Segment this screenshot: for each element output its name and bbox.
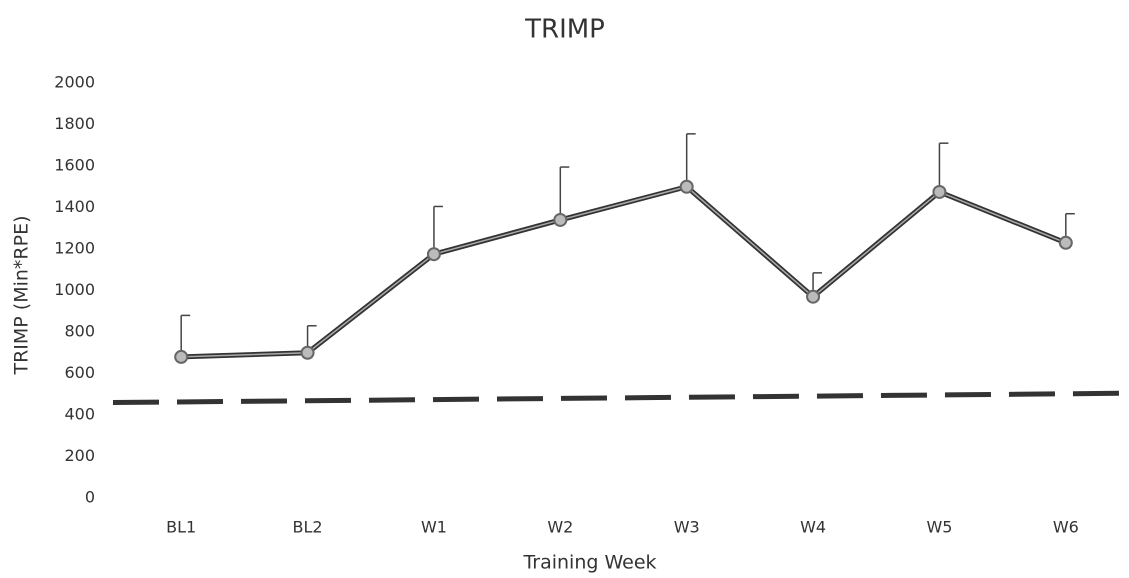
point — [174, 349, 189, 364]
point — [553, 212, 568, 227]
x-tick-label: W3 — [674, 518, 700, 537]
line-inner — [181, 185, 1067, 358]
point — [679, 179, 694, 194]
x-tick-label: W1 — [421, 518, 447, 537]
line — [181, 184, 1067, 360]
y-tick-label: 600 — [64, 363, 95, 382]
y-tick-label: 400 — [64, 405, 95, 424]
x-tick-label: W2 — [547, 518, 573, 537]
y-tick-label: 1200 — [54, 239, 95, 258]
error-bar — [938, 142, 949, 192]
error-bar — [559, 166, 570, 220]
chart-title: TRIMP — [524, 15, 605, 45]
x-tick-label: W4 — [800, 518, 826, 537]
y-tick-label: 1000 — [54, 280, 95, 299]
x-tick-label: BL1 — [166, 518, 196, 537]
error-bar — [433, 205, 443, 255]
y-tick-label: 1600 — [54, 156, 95, 175]
y-tick-label: 1800 — [54, 114, 95, 133]
point — [806, 289, 821, 304]
x-tick-label: BL2 — [293, 518, 323, 537]
x-axis-label: Training Week — [522, 552, 656, 574]
error-bar — [685, 133, 696, 187]
point — [300, 345, 315, 360]
y-axis-label: TRIMP (Min*RPE) — [11, 215, 33, 375]
y-tick-label: 800 — [64, 322, 95, 341]
point — [932, 184, 947, 199]
x-tick-label: W5 — [926, 518, 952, 537]
point — [1058, 235, 1073, 250]
y-tick-label: 2000 — [54, 73, 95, 92]
y-tick-label: 0 — [85, 488, 95, 507]
reference-line — [112, 390, 1129, 406]
point — [426, 247, 441, 262]
x-tick-label: W6 — [1053, 518, 1079, 537]
y-tick-label: 200 — [64, 446, 95, 465]
y-tick-label: 1400 — [54, 197, 95, 216]
